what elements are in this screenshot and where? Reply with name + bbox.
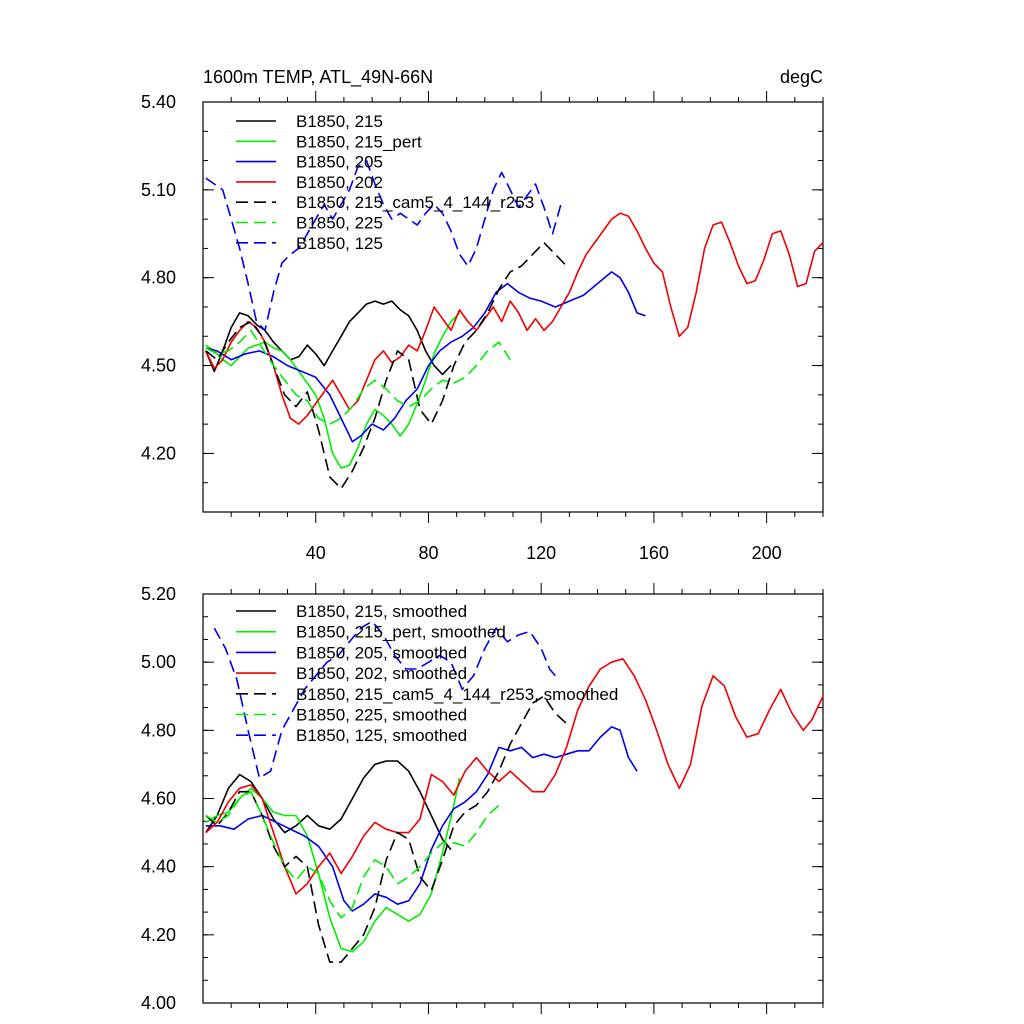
series-line xyxy=(205,329,511,425)
series-line xyxy=(205,241,568,490)
legend-label: B1850, 215_cam5_4_144_r253 xyxy=(296,193,534,212)
series-line xyxy=(205,790,500,919)
series-line xyxy=(205,159,562,332)
y-tick-label: 5.10 xyxy=(141,180,176,200)
series-line xyxy=(205,695,568,963)
series-line xyxy=(205,726,638,912)
top-series xyxy=(205,159,824,490)
legend-label: B1850, 215_pert xyxy=(296,132,422,151)
bottom-panel: 4.00 4.20 4.40 4.60 4.80 5.00 5.20 B1850, 215,… xyxy=(141,583,824,1014)
series-line xyxy=(205,658,824,895)
bottom-legend: B1850, 215, smoothed B1850, 215_pert, smo… xyxy=(236,602,618,745)
series-line xyxy=(205,212,824,425)
series-line xyxy=(205,760,452,851)
legend-label: B1850, 202, smoothed xyxy=(296,664,467,683)
y-tick-label: 4.20 xyxy=(141,443,176,463)
x-tick-label: 80 xyxy=(418,543,438,563)
series-line xyxy=(205,777,461,953)
y-tick-label: 4.60 xyxy=(141,789,176,809)
legend-label: B1850, 215, smoothed xyxy=(296,602,467,621)
legend-label: B1850, 215_pert, smoothed xyxy=(296,623,506,642)
series-line xyxy=(205,271,646,443)
y-tick-label: 4.80 xyxy=(141,720,176,740)
legend-label: B1850, 125, smoothed xyxy=(296,726,467,745)
y-tick-label: 4.50 xyxy=(141,356,176,376)
legend-label: B1850, 215_cam5_4_144_r253, smoothed xyxy=(296,685,618,704)
y-tick-label: 5.00 xyxy=(141,652,176,672)
top-panel: 1600m TEMP, ATL_49N-66N degC 4.20 4.50 4.8… xyxy=(141,67,824,563)
x-tick-label: 200 xyxy=(752,543,782,563)
series-line xyxy=(205,300,452,376)
x-tick-label: 160 xyxy=(639,543,669,563)
legend-label: B1850, 125 xyxy=(296,234,383,253)
bottom-axes: 4.00 4.20 4.40 4.60 4.80 5.00 5.20 xyxy=(141,583,824,1014)
x-tick-label: 40 xyxy=(306,543,326,563)
y-tick-label: 4.80 xyxy=(141,268,176,288)
series-line xyxy=(205,312,461,469)
y-tick-label: 5.20 xyxy=(141,584,176,604)
legend-label: B1850, 225 xyxy=(296,214,383,233)
x-tick-label: 120 xyxy=(526,543,556,563)
chart-title: 1600m TEMP, ATL_49N-66N xyxy=(203,67,433,88)
series-line xyxy=(213,620,556,779)
units-label: degC xyxy=(780,67,823,87)
legend-label: B1850, 205 xyxy=(296,153,383,172)
legend-label: B1850, 202 xyxy=(296,173,383,192)
y-tick-label: 4.00 xyxy=(141,993,176,1013)
bottom-series xyxy=(205,620,824,963)
top-axes: 4.20 4.50 4.80 5.10 5.40 40 80 120 160 200 xyxy=(141,91,824,563)
y-tick-label: 4.20 xyxy=(141,925,176,945)
legend-label: B1850, 215 xyxy=(296,112,383,131)
legend-label: B1850, 225, smoothed xyxy=(296,706,467,725)
legend-label: B1850, 205, smoothed xyxy=(296,643,467,662)
y-tick-label: 5.40 xyxy=(141,92,176,112)
y-tick-label: 4.40 xyxy=(141,857,176,877)
